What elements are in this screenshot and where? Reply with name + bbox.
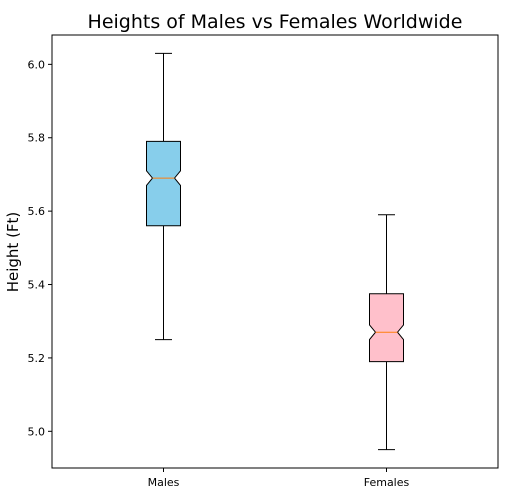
plot-area-frame bbox=[51, 34, 499, 469]
y-axis-label: Height (Ft) bbox=[4, 212, 22, 293]
x-tick-label-males: Males bbox=[148, 476, 180, 489]
y-tick-label: 5.6 bbox=[28, 205, 46, 218]
y-axis: 5.0 5.2 5.4 5.6 5.8 6.0 bbox=[28, 58, 52, 438]
y-tick-label: 5.2 bbox=[28, 352, 46, 365]
plot-marks bbox=[146, 52, 404, 451]
y-tick-label: 5.0 bbox=[28, 425, 46, 438]
y-tick-label: 6.0 bbox=[28, 58, 46, 71]
y-tick-label: 5.8 bbox=[28, 132, 46, 145]
females-box-group bbox=[369, 214, 404, 451]
males-notched-box bbox=[146, 140, 181, 227]
females-notched-box bbox=[369, 293, 404, 363]
x-axis: Males Females bbox=[148, 468, 410, 489]
y-tick-label: 5.4 bbox=[28, 279, 46, 292]
chart-title: Heights of Males vs Females Worldwide bbox=[88, 11, 463, 33]
males-box-group bbox=[146, 52, 181, 341]
x-tick-label-females: Females bbox=[364, 476, 410, 489]
